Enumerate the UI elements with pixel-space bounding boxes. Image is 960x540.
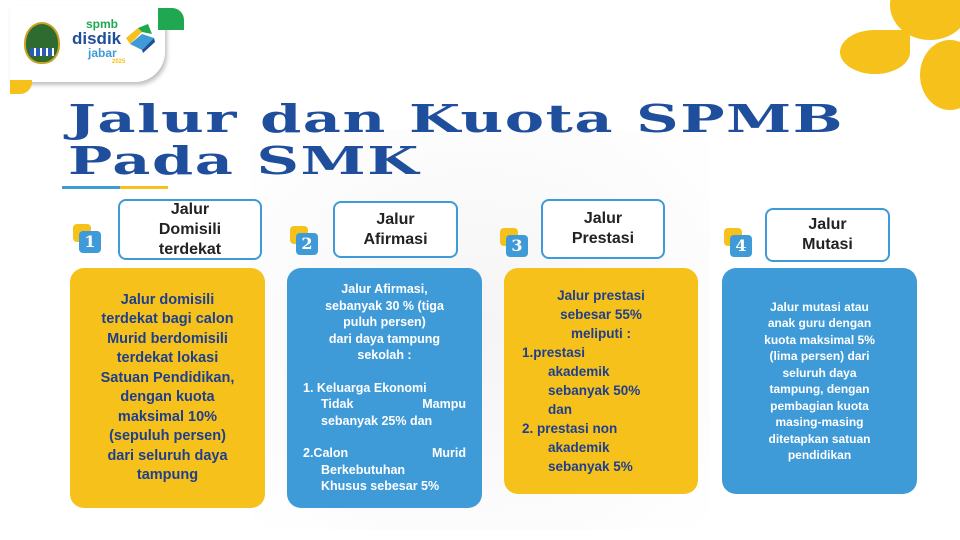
text-line: tampung, dengan bbox=[769, 382, 870, 396]
badge-number: 1 bbox=[79, 231, 101, 253]
book-logo-icon bbox=[126, 24, 155, 53]
logo-card: spmb disdik jabar 2025 bbox=[10, 6, 165, 82]
text-line bbox=[303, 364, 466, 380]
text-line: Afirmasi bbox=[363, 230, 428, 248]
text-line: sebanyak 5% bbox=[548, 459, 633, 474]
title-line2: Pada SMK bbox=[68, 138, 421, 183]
heading-prestasi: Jalur Prestasi bbox=[541, 199, 665, 259]
text-line: Jalur Afirmasi bbox=[363, 210, 427, 250]
text-line: (sepuluh persen) bbox=[109, 428, 226, 444]
text-line: Mutasi bbox=[802, 236, 853, 253]
west-java-emblem-icon bbox=[24, 22, 60, 64]
card-afirmasi: Jalur Afirmasi, sebanyak 30 % (tiga puluh … bbox=[287, 268, 482, 508]
text-line: anak guru dengan bbox=[767, 316, 872, 330]
green-accent bbox=[158, 8, 184, 30]
text-line: pendidikan bbox=[787, 448, 852, 462]
text-line: Jalur prestasi bbox=[557, 288, 645, 303]
logo-line3: jabar bbox=[88, 46, 117, 60]
text-line: Tidak Mampu bbox=[321, 397, 466, 412]
text-line: Jalur bbox=[583, 210, 623, 227]
number-badge-3: 3 bbox=[500, 228, 528, 257]
text-line: Jalur Mutasi bbox=[802, 215, 853, 255]
title-underline-yellow bbox=[120, 186, 168, 189]
text-line: seluruh daya bbox=[782, 365, 857, 380]
text-line: Jalur bbox=[170, 200, 210, 218]
text-line: akademik bbox=[548, 440, 610, 455]
text-line: puluh persen) bbox=[343, 315, 426, 330]
text-line: 1.prestasi bbox=[522, 345, 586, 360]
text-line: tampung bbox=[136, 467, 199, 483]
text-line: dari seluruh daya bbox=[107, 447, 228, 464]
text-line: Jalur domisili bbox=[120, 291, 215, 308]
text-line: sebanyak 30 % (tiga bbox=[325, 298, 444, 313]
text-line: 1. Keluarga Ekonomi bbox=[303, 380, 427, 395]
card-prestasi: Jalur prestasi sebesar 55% meliputi : 1.pr… bbox=[504, 268, 698, 494]
text-line: Jalur Domisili terdekat bbox=[159, 200, 221, 260]
logo-year: 2025 bbox=[112, 59, 126, 65]
logo-line2: disdik bbox=[72, 29, 122, 48]
text-line: 2.Calon Murid bbox=[303, 446, 466, 461]
text-line: Jalur Prestasi bbox=[572, 209, 634, 249]
text-line: (lima persen) dari bbox=[769, 349, 870, 363]
text-line: Jalur bbox=[808, 216, 847, 233]
text-line: sebesar 55% bbox=[560, 307, 642, 322]
number-badge-1: 1 bbox=[73, 224, 101, 253]
text-line: dan bbox=[548, 402, 573, 417]
text-line: sebanyak 25% dan bbox=[321, 413, 433, 428]
heading-domisili: Jalur Domisili terdekat bbox=[118, 199, 262, 260]
text-line: masing-masing bbox=[775, 415, 864, 429]
text-line: dengan kuota bbox=[120, 389, 215, 405]
text-line: meliputi : bbox=[571, 326, 631, 341]
number-badge-2: 2 bbox=[290, 226, 318, 255]
title-underline-blue bbox=[62, 186, 120, 189]
text-line: sekolah : bbox=[357, 348, 412, 363]
card-mutasi: Jalur mutasi atau anak guru dengan kuota m… bbox=[722, 268, 917, 494]
text-line: Satuan Pendidikan, bbox=[100, 369, 235, 386]
text-line: Murid berdomisili bbox=[107, 330, 228, 347]
text-line: terdekat bbox=[158, 240, 222, 258]
number-badge-4: 4 bbox=[724, 228, 752, 257]
card-domisili: Jalur domisili terdekat bagi calon Murid b… bbox=[70, 268, 265, 508]
text-line: Berkebutuhan bbox=[321, 462, 406, 477]
text-line: Domisili bbox=[158, 220, 222, 238]
heading-mutasi: Jalur Mutasi bbox=[765, 208, 890, 262]
text-line bbox=[303, 429, 466, 445]
text-line: Khusus sebesar 5% bbox=[321, 479, 440, 494]
text-line: terdekat lokasi bbox=[116, 350, 219, 366]
logo-line1: spmb bbox=[86, 17, 119, 31]
spmb-logo: spmb disdik jabar 2025 bbox=[72, 18, 125, 65]
text-line: dari daya tampung bbox=[328, 331, 441, 346]
yellow-accent bbox=[10, 80, 32, 94]
text-line: Jalur Afirmasi, bbox=[341, 282, 428, 297]
text-line: Jalur bbox=[376, 210, 415, 228]
text-line: akademik bbox=[548, 364, 610, 379]
text-line: ditetapkan satuan bbox=[768, 431, 871, 446]
text-line: maksimal 10% bbox=[117, 408, 218, 425]
title-line1: Jalur dan Kuota SPMB bbox=[68, 96, 845, 141]
badge-number: 4 bbox=[730, 235, 752, 257]
text-line: Prestasi bbox=[571, 230, 635, 247]
heading-afirmasi: Jalur Afirmasi bbox=[333, 201, 458, 258]
text-line: kuota maksimal 5% bbox=[764, 332, 875, 347]
page-title: Jalur dan Kuota SPMB Pada SMK bbox=[68, 98, 844, 182]
text-line: terdekat bagi calon bbox=[101, 311, 234, 327]
text-line: 2. prestasi non bbox=[522, 421, 618, 436]
text-line: pembagian kuota bbox=[770, 398, 869, 413]
badge-number: 3 bbox=[506, 235, 528, 257]
text-line: sebanyak 50% bbox=[548, 383, 641, 398]
text-line: Jalur mutasi atau bbox=[770, 299, 869, 314]
badge-number: 2 bbox=[296, 233, 318, 255]
